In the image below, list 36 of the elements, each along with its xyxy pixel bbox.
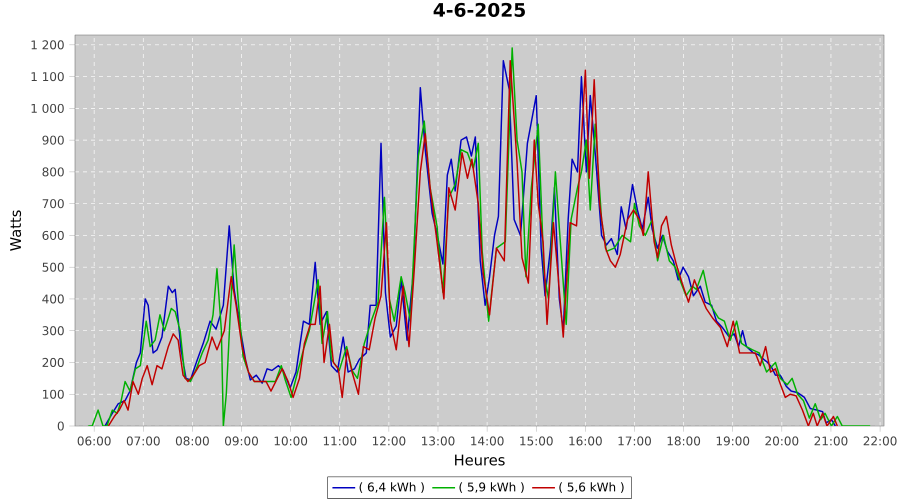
y-tick-label: 800	[42, 167, 64, 176]
y-tick-label: 300	[42, 326, 64, 336]
x-tick-label: 07:00	[126, 436, 160, 446]
y-tick-label: 1 100	[32, 72, 64, 82]
y-tick-label: 1 200	[32, 40, 64, 50]
y-tick-label: 1 000	[32, 104, 64, 113]
x-axis-title: Heures	[455, 454, 505, 466]
legend-label: ( 5,6 kWh )	[559, 482, 624, 493]
y-axis-title: Watts	[10, 210, 22, 251]
y-tick-label: 100	[43, 390, 64, 399]
x-tick-label: 17:00	[618, 436, 651, 446]
x-tick-label: 18:00	[668, 436, 700, 446]
chart-title: 4-6-2025	[434, 2, 525, 17]
x-tick-label: 12:00	[372, 436, 406, 446]
y-tick-label: 500	[42, 262, 64, 272]
legend-label: ( 6,4 kWh )	[360, 482, 424, 493]
y-tick-label: 200	[42, 358, 64, 368]
x-tick-label: 09:00	[225, 436, 258, 446]
y-tick-label: 0	[58, 421, 64, 431]
x-tick-label: 13:00	[422, 436, 454, 446]
y-tick-label: 400	[42, 294, 64, 304]
x-tick-label: 16:00	[569, 436, 602, 446]
x-tick-label: 15:00	[520, 436, 553, 446]
x-tick-label: 10:00	[274, 436, 308, 446]
x-tick-label: 21:00	[814, 436, 848, 446]
y-tick-label: 900	[42, 136, 64, 145]
x-tick-label: 22:00	[864, 436, 897, 446]
legend-label: ( 5,9 kWh )	[459, 482, 524, 493]
x-tick-label: 06:00	[78, 436, 111, 446]
x-tick-label: 19:00	[716, 436, 750, 446]
x-tick-label: 08:00	[176, 436, 209, 446]
y-tick-label: 700	[42, 199, 64, 208]
x-tick-label: 20:00	[765, 436, 798, 446]
y-tick-label: 600	[42, 230, 64, 240]
x-tick-label: 11:00	[324, 436, 356, 446]
x-tick-label: 14:00	[471, 436, 504, 446]
